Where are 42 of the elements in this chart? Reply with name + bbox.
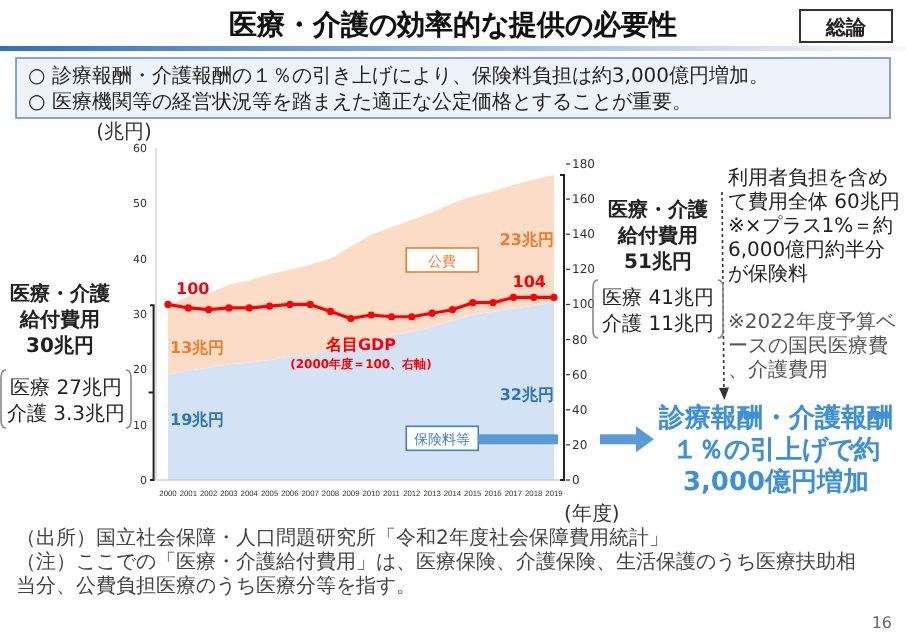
text: 医療・介護給付費用30兆円 [10, 282, 110, 358]
point [326, 307, 335, 316]
point [265, 302, 274, 310]
point [387, 313, 396, 321]
point [164, 300, 172, 309]
point [509, 293, 517, 302]
point [428, 309, 436, 317]
point [469, 299, 477, 307]
text: ○ 医療機関等の経営状況等を踏まえた適正な公定価格とすることが重要。 [28, 90, 692, 114]
point [286, 300, 294, 309]
text: ○ 診療報酬・介護報酬の１％の引き上げにより、保険料負担は約3,000億円増加。 [28, 64, 770, 88]
text: 総論 [824, 16, 868, 40]
text: （注）ここでの「医療・介護給付費用」は、医療保険、介護保険、生活保護のうち医療扶助相当分、公費負担医療のうち医療分等を指す。 [16, 550, 856, 598]
chart-title: 医療・介護の効率的な提供の必要性 [229, 8, 677, 42]
point [184, 304, 192, 312]
series-label: 名目GDP [323, 336, 397, 355]
x-axis-title: (年度) [564, 502, 620, 526]
point [367, 311, 375, 319]
annotation: 13兆円 [170, 338, 225, 357]
point [205, 306, 213, 314]
data-label: 104 [512, 273, 547, 292]
annotation: 32兆円 [499, 385, 554, 404]
text: ※2022年度予算ベースの国民医療費、介護費用 [728, 310, 896, 382]
point [530, 293, 538, 302]
point [306, 300, 314, 309]
point [245, 304, 253, 312]
point [347, 314, 355, 323]
point [408, 313, 416, 321]
text: 診療報酬・介護報酬１％の引上げで約3,000億円増加 [657, 402, 893, 498]
point [550, 293, 558, 302]
data-label: 100 [176, 280, 211, 299]
annotation: 23兆円 [499, 230, 554, 249]
y-axis-title: (兆円) [96, 120, 152, 144]
point [448, 306, 457, 314]
text: 利用者負担を含めて費用全体 60兆円※×プラス1%＝約6,000億円約半分が保険料 [728, 166, 900, 286]
point [489, 299, 497, 307]
text: 医療・介護給付費用51兆円 [608, 198, 708, 274]
point [225, 304, 233, 312]
annotation: 19兆円 [170, 410, 225, 429]
text: 16 [871, 614, 892, 632]
text: 医療 41兆円介護 11兆円 [602, 286, 714, 336]
text: （出所）国立社会保障・人口問題研究所「令和2年度社会保障費用統計」 [16, 526, 669, 550]
